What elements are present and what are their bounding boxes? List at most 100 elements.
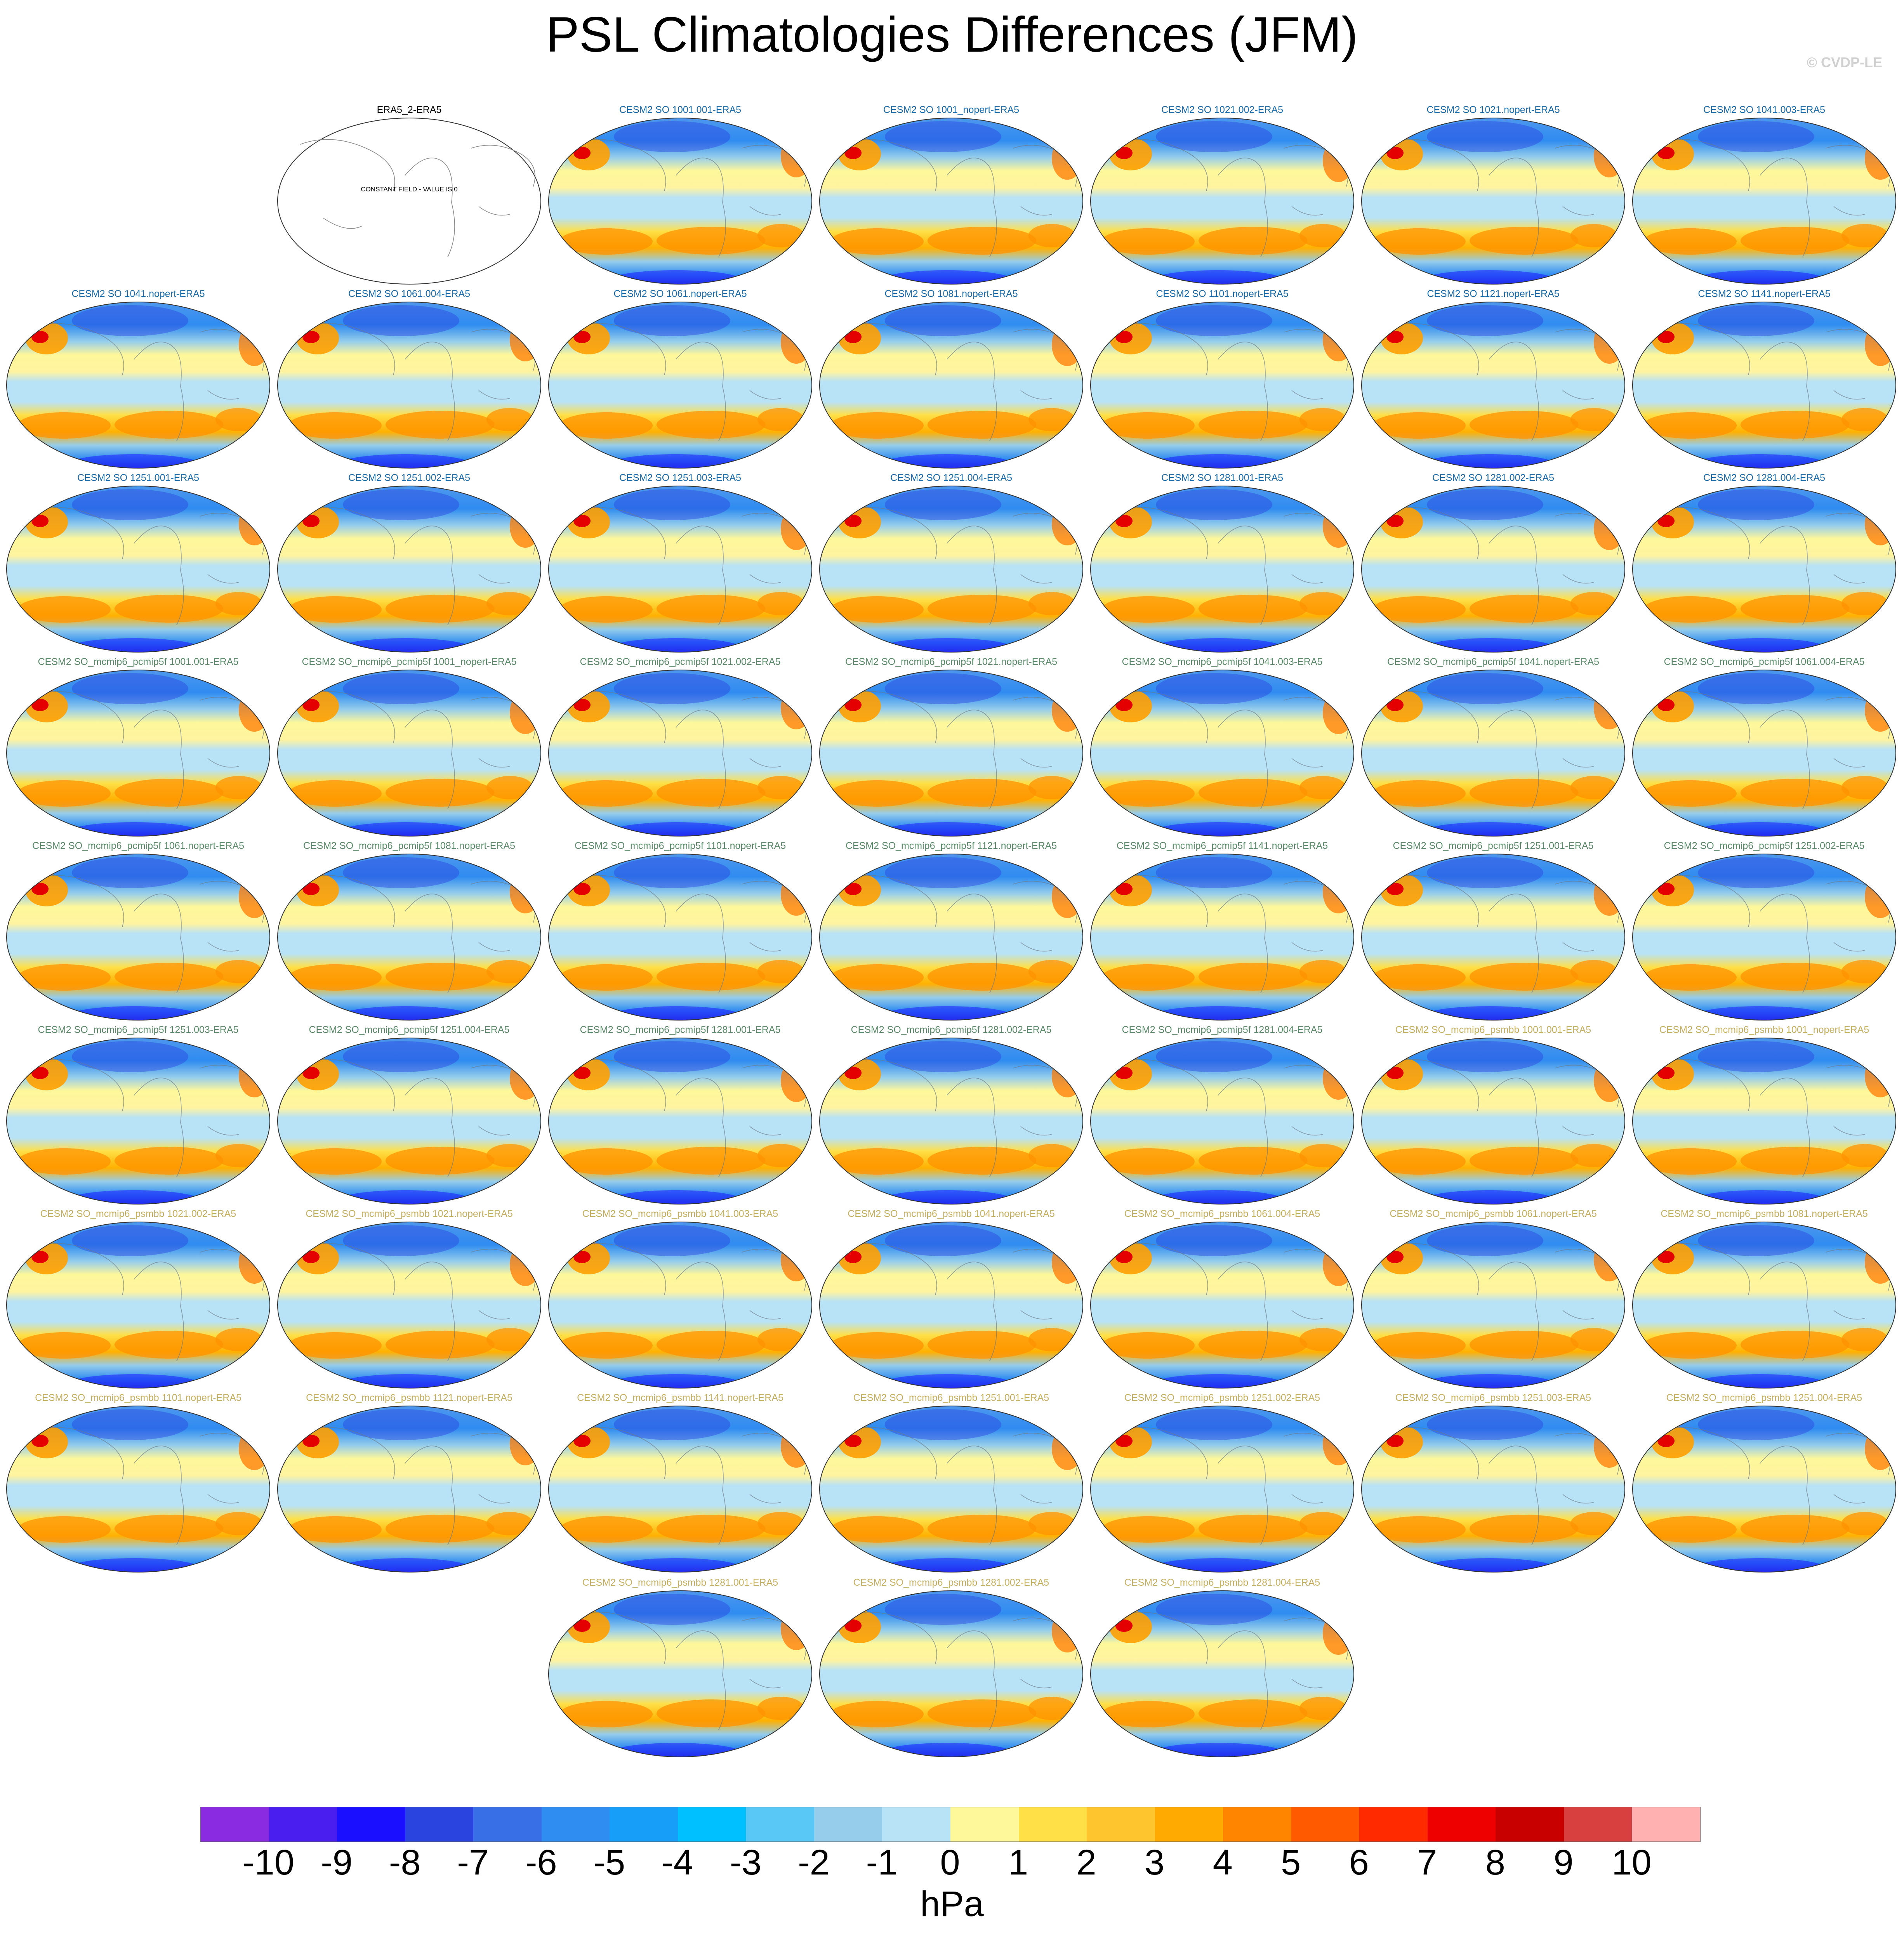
psl-difference-map (277, 302, 541, 469)
map-panel: CESM2 SO_mcmip6_pcmip5f 1081.nopert-ERA5 (276, 840, 542, 1022)
map-panel: CESM2 SO 1281.004-ERA5 (1631, 472, 1897, 654)
colorbar-tick-label: -3 (730, 1843, 762, 1882)
psl-difference-map (548, 854, 812, 1021)
panel-title: CESM2 SO_mcmip6_psmbb 1061.nopert-ERA5 (1390, 1208, 1597, 1219)
panel-title: CESM2 SO 1251.002-ERA5 (348, 472, 471, 483)
colorbar-tick-label: -7 (457, 1843, 489, 1882)
reference-map-panel: ERA5_2-ERA5 CONSTANT FIELD - VALUE IS 0 (276, 104, 542, 286)
map-panel: CESM2 SO_mcmip6_pcmip5f 1101.nopert-ERA5 (547, 840, 813, 1022)
map-panel: CESM2 SO_mcmip6_psmbb 1141.nopert-ERA5 (547, 1392, 813, 1574)
map-panel: CESM2 SO_mcmip6_pcmip5f 1281.004-ERA5 (1089, 1024, 1355, 1206)
map-panel: CESM2 SO 1281.002-ERA5 (1360, 472, 1626, 654)
psl-difference-map (819, 1222, 1083, 1389)
psl-difference-map (6, 670, 270, 837)
panel-title: CESM2 SO_mcmip6_pcmip5f 1281.002-ERA5 (851, 1024, 1052, 1035)
map-panel: CESM2 SO_mcmip6_psmbb 1121.nopert-ERA5 (276, 1392, 542, 1574)
colorbar (200, 1807, 1701, 1842)
psl-difference-map (1361, 1222, 1625, 1389)
colorbar-tick-label: -6 (525, 1843, 557, 1882)
colorbar-swatch (473, 1807, 542, 1842)
map-panel: CESM2 SO_mcmip6_pcmip5f 1021.nopert-ERA5 (818, 656, 1084, 838)
colorbar-swatch (269, 1807, 337, 1842)
panel-title: CESM2 SO_mcmip6_pcmip5f 1001_nopert-ERA5 (302, 656, 517, 667)
panel-title: CESM2 SO 1101.nopert-ERA5 (1156, 288, 1289, 299)
map-panel: CESM2 SO 1251.004-ERA5 (818, 472, 1084, 654)
map-panel: CESM2 SO 1061.004-ERA5 (276, 288, 542, 470)
map-panel: CESM2 SO 1121.nopert-ERA5 (1360, 288, 1626, 470)
map-panel: CESM2 SO_mcmip6_psmbb 1281.001-ERA5 (547, 1577, 813, 1759)
psl-difference-map (277, 670, 541, 837)
panel-title: CESM2 SO_mcmip6_psmbb 1041.nopert-ERA5 (848, 1208, 1055, 1219)
panel-title: CESM2 SO_mcmip6_psmbb 1101.nopert-ERA5 (35, 1392, 241, 1403)
panel-title: CESM2 SO_mcmip6_pcmip5f 1041.003-ERA5 (1122, 656, 1323, 667)
colorbar-tick-label: 5 (1281, 1843, 1301, 1882)
map-panel: CESM2 SO_mcmip6_psmbb 1001_nopert-ERA5 (1631, 1024, 1897, 1206)
map-panel: CESM2 SO 1281.001-ERA5 (1089, 472, 1355, 654)
psl-difference-map (277, 1222, 541, 1389)
map-panel: CESM2 SO_mcmip6_pcmip5f 1001_nopert-ERA5 (276, 656, 542, 838)
panel-title: CESM2 SO 1121.nopert-ERA5 (1427, 288, 1560, 299)
psl-difference-map (1632, 1406, 1896, 1573)
panel-title: CESM2 SO_mcmip6_pcmip5f 1251.002-ERA5 (1664, 840, 1865, 851)
map-panel: CESM2 SO_mcmip6_pcmip5f 1281.001-ERA5 (547, 1024, 813, 1206)
map-panel: CESM2 SO 1251.002-ERA5 (276, 472, 542, 654)
psl-difference-map (1090, 486, 1354, 653)
map-panel: CESM2 SO_mcmip6_psmbb 1281.002-ERA5 (818, 1577, 1084, 1759)
psl-difference-map (1090, 1406, 1354, 1573)
map-panel: CESM2 SO_mcmip6_psmbb 1251.004-ERA5 (1631, 1392, 1897, 1574)
psl-difference-map (1361, 1406, 1625, 1573)
map-panel: CESM2 SO_mcmip6_pcmip5f 1061.nopert-ERA5 (5, 840, 271, 1022)
colorbar-swatch (337, 1807, 405, 1842)
colorbar-swatch (1359, 1807, 1428, 1842)
panel-title: CESM2 SO_mcmip6_psmbb 1251.002-ERA5 (1124, 1392, 1320, 1403)
panel-title: CESM2 SO_mcmip6_pcmip5f 1281.001-ERA5 (580, 1024, 781, 1035)
colorbar-tick-label: -8 (389, 1843, 421, 1882)
colorbar-swatch (1632, 1807, 1701, 1842)
map-panel: CESM2 SO 1251.003-ERA5 (547, 472, 813, 654)
colorbar-swatch (678, 1807, 746, 1842)
psl-difference-map (1090, 1038, 1354, 1205)
psl-difference-map (1090, 854, 1354, 1021)
map-panel: CESM2 SO 1001.001-ERA5 (547, 104, 813, 286)
psl-difference-map (819, 1406, 1083, 1573)
psl-difference-map (1632, 1222, 1896, 1389)
colorbar-swatch (1496, 1807, 1564, 1842)
psl-difference-map (1632, 118, 1896, 285)
map-panel: CESM2 SO_mcmip6_pcmip5f 1141.nopert-ERA5 (1089, 840, 1355, 1022)
map-panel: CESM2 SO_mcmip6_psmbb 1021.nopert-ERA5 (276, 1208, 542, 1390)
map-panel: CESM2 SO 1141.nopert-ERA5 (1631, 288, 1897, 470)
panel-title: CESM2 SO_mcmip6_psmbb 1001.001-ERA5 (1395, 1024, 1591, 1035)
panel-title: CESM2 SO_mcmip6_psmbb 1021.002-ERA5 (40, 1208, 236, 1219)
colorbar-swatch (950, 1807, 1019, 1842)
colorbar-swatch (1427, 1807, 1496, 1842)
map-panel: CESM2 SO_mcmip6_pcmip5f 1041.nopert-ERA5 (1360, 656, 1626, 838)
psl-difference-map (548, 1590, 812, 1757)
psl-difference-map (1632, 302, 1896, 469)
colorbar-tick-label: 10 (1612, 1843, 1652, 1882)
panel-title: CESM2 SO_mcmip6_psmbb 1251.003-ERA5 (1395, 1392, 1591, 1403)
panel-title: CESM2 SO 1081.nopert-ERA5 (884, 288, 1018, 299)
panel-title: CESM2 SO_mcmip6_pcmip5f 1121.nopert-ERA5 (845, 840, 1057, 851)
panel-title: CESM2 SO_mcmip6_pcmip5f 1251.001-ERA5 (1393, 840, 1594, 851)
constant-field-label: CONSTANT FIELD - VALUE IS 0 (361, 186, 458, 193)
panel-title: CESM2 SO 1021.nopert-ERA5 (1426, 104, 1560, 115)
colorbar-tick-label: -10 (243, 1843, 295, 1882)
panel-title: CESM2 SO_mcmip6_psmbb 1281.001-ERA5 (582, 1577, 778, 1588)
credit-label: © CVDP-LE (1807, 54, 1882, 70)
psl-difference-map (548, 486, 812, 653)
colorbar-tick-label: -1 (866, 1843, 898, 1882)
colorbar-swatch (1564, 1807, 1632, 1842)
psl-difference-map (1361, 302, 1625, 469)
map-panel: CESM2 SO_mcmip6_pcmip5f 1251.003-ERA5 (5, 1024, 271, 1206)
map-panel: CESM2 SO_mcmip6_pcmip5f 1251.001-ERA5 (1360, 840, 1626, 1022)
blank-globe-map (277, 118, 541, 285)
psl-difference-map (1090, 1222, 1354, 1389)
map-panel: CESM2 SO_mcmip6_psmbb 1061.004-ERA5 (1089, 1208, 1355, 1390)
panel-title: CESM2 SO 1281.004-ERA5 (1703, 472, 1826, 483)
colorbar-units: hPa (920, 1884, 984, 1924)
psl-difference-map (819, 670, 1083, 837)
colorbar-tick-label: 6 (1349, 1843, 1369, 1882)
panel-title: CESM2 SO 1001_nopert-ERA5 (883, 104, 1020, 115)
map-panel: CESM2 SO_mcmip6_psmbb 1041.nopert-ERA5 (818, 1208, 1084, 1390)
psl-difference-map (1632, 1038, 1896, 1205)
